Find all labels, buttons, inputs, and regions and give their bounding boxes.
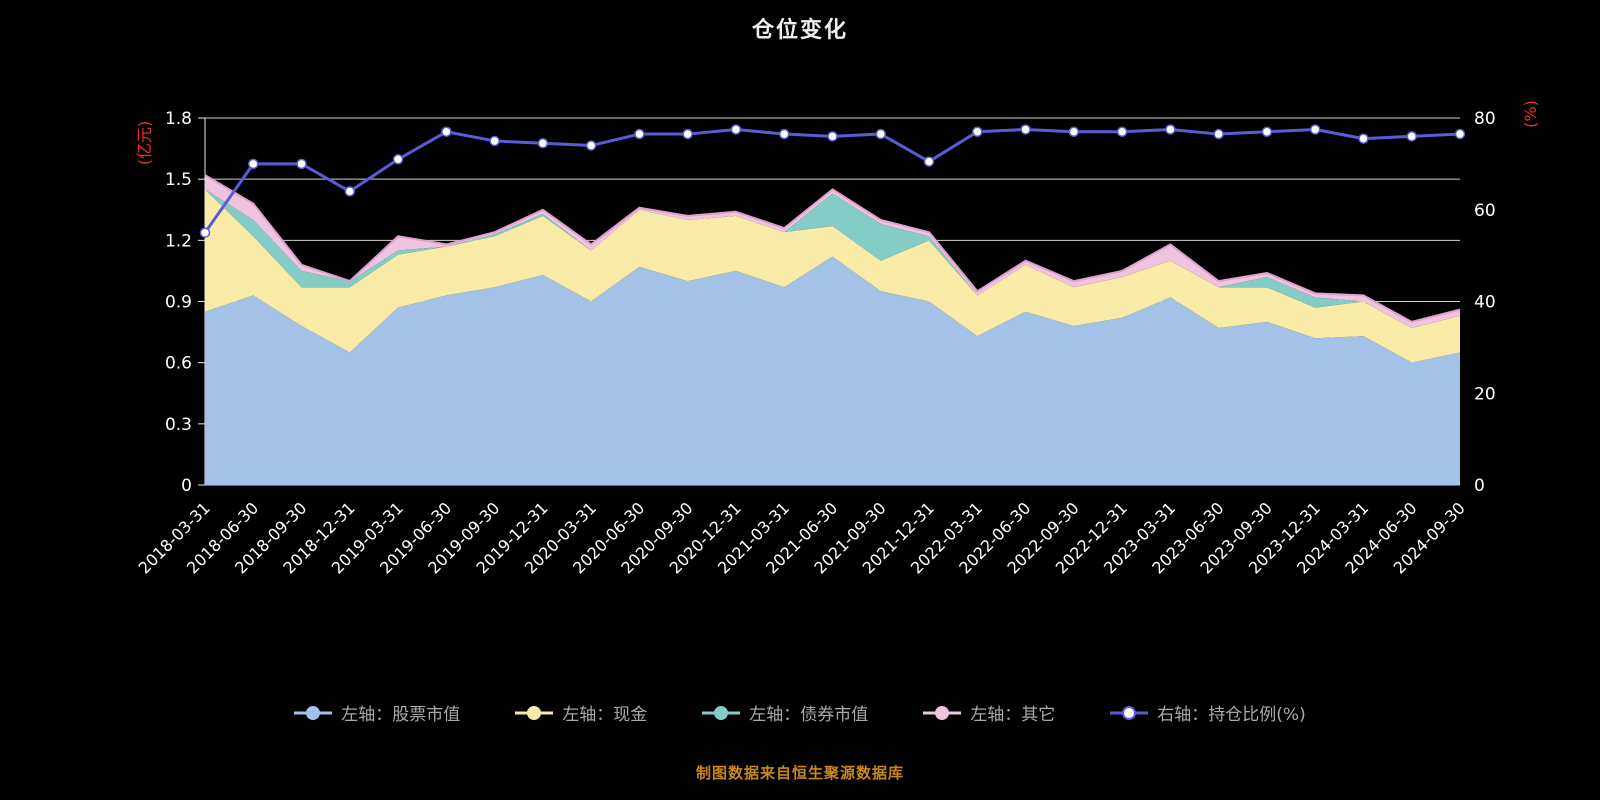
legend-label: 左轴：其它	[970, 705, 1056, 725]
svg-text:0.3: 0.3	[165, 415, 192, 435]
legend-marker-cash	[515, 705, 554, 720]
legend-marker-ratio	[1110, 705, 1149, 720]
svg-text:0.6: 0.6	[165, 354, 192, 374]
area-series-bond	[205, 189, 1460, 329]
legend-item-bond[interactable]: 左轴：债券市值	[702, 700, 868, 725]
svg-text:40: 40	[1474, 293, 1496, 313]
chart-legend: 左轴：股票市值 左轴：现金 左轴：债券市值 左轴：其它 右轴：持仓比例(%)	[0, 700, 1600, 725]
right-axis: 0 20 40 60 80 (%)	[1474, 100, 1540, 496]
legend-marker-bond	[702, 705, 741, 720]
area-series-stock	[205, 256, 1460, 485]
legend-marker-stock	[294, 705, 333, 720]
chart-title: 仓位变化	[751, 18, 848, 43]
svg-text:60: 60	[1474, 201, 1496, 221]
ratio-line	[199, 124, 1466, 238]
x-axis-labels: 2018-03-312018-06-302018-09-302018-12-31…	[135, 498, 1469, 577]
svg-text:(%): (%)	[1521, 100, 1540, 128]
legend-label: 左轴：现金	[562, 705, 648, 725]
svg-text:0: 0	[1474, 476, 1485, 496]
svg-text:80: 80	[1474, 109, 1496, 129]
legend-item-ratio[interactable]: 右轴：持仓比例(%)	[1110, 700, 1306, 725]
svg-text:1.8: 1.8	[165, 109, 192, 129]
data-source-note: 制图数据来自恒生聚源数据库	[695, 764, 904, 782]
left-axis: 0 0.3 0.6 0.9 1.2 1.5 1.8 (亿元)	[135, 109, 206, 496]
legend-label: 右轴：持仓比例(%)	[1157, 705, 1306, 725]
svg-text:(亿元): (亿元)	[135, 121, 154, 166]
stacked-areas	[204, 174, 1461, 485]
svg-text:1.2: 1.2	[165, 231, 192, 251]
svg-text:0.9: 0.9	[165, 293, 192, 313]
area-series-cash	[205, 189, 1460, 363]
svg-text:1.5: 1.5	[165, 170, 192, 190]
legend-item-cash[interactable]: 左轴：现金	[515, 700, 647, 725]
legend-label: 左轴：债券市值	[749, 705, 869, 725]
svg-text:0: 0	[181, 476, 192, 496]
svg-text:20: 20	[1474, 384, 1496, 404]
legend-label: 左轴：股票市值	[341, 705, 461, 725]
legend-item-stock[interactable]: 左轴：股票市值	[294, 700, 460, 725]
legend-item-other[interactable]: 左轴：其它	[923, 700, 1055, 725]
legend-marker-other	[923, 705, 962, 720]
